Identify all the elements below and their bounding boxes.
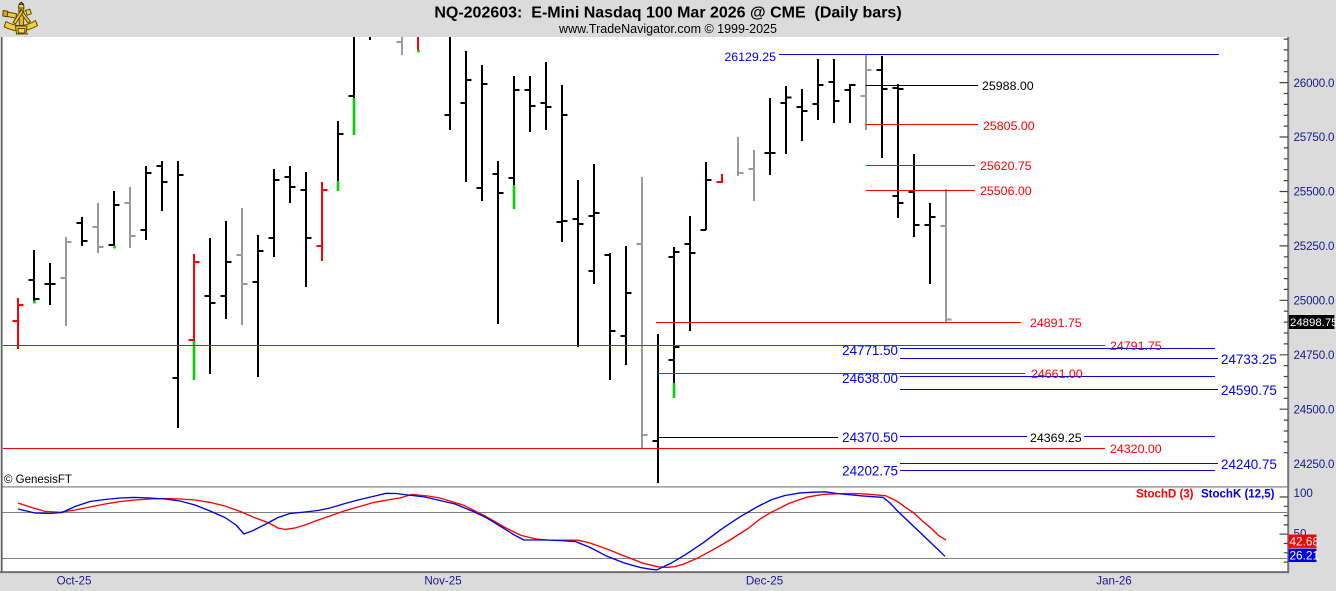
svg-text:24202.75: 24202.75 — [842, 464, 898, 479]
svg-text:24661.00: 24661.00 — [1031, 367, 1083, 381]
svg-text:24898.75: 24898.75 — [1290, 317, 1336, 329]
svg-text:24638.00: 24638.00 — [842, 371, 898, 386]
svg-text:25250.0: 25250.0 — [1294, 240, 1335, 253]
svg-text:25805.00: 25805.00 — [983, 119, 1035, 133]
svg-text:100: 100 — [1294, 487, 1313, 500]
svg-text:24750.0: 24750.0 — [1294, 349, 1335, 362]
svg-text:25988.00: 25988.00 — [982, 79, 1034, 93]
svg-text:StochD (3): StochD (3) — [1136, 489, 1194, 501]
svg-text:24500.0: 24500.0 — [1294, 403, 1335, 416]
svg-text:24320.00: 24320.00 — [1110, 442, 1162, 456]
svg-text:Oct-25: Oct-25 — [57, 575, 92, 588]
svg-text:25506.00: 25506.00 — [980, 184, 1032, 198]
svg-text:25620.75: 25620.75 — [980, 159, 1032, 173]
svg-text:25500.0: 25500.0 — [1294, 186, 1335, 199]
svg-text:24240.75: 24240.75 — [1221, 457, 1277, 472]
svg-text:25000.0: 25000.0 — [1294, 295, 1335, 308]
svg-text:24370.50: 24370.50 — [842, 430, 898, 445]
svg-text:Nov-25: Nov-25 — [424, 575, 461, 588]
svg-text:NQ-202603: E-Mini Nasdaq 100: NQ-202603: E-Mini Nasdaq 100 Mar 2026 @ … — [434, 5, 901, 22]
svg-text:26129.25: 26129.25 — [724, 50, 776, 64]
svg-text:26.21: 26.21 — [1290, 548, 1320, 562]
svg-text:© GenesisFT: © GenesisFT — [4, 474, 72, 486]
svg-text:24791.75: 24791.75 — [1110, 339, 1162, 353]
svg-text:24369.25: 24369.25 — [1030, 431, 1082, 445]
svg-text:24891.75: 24891.75 — [1030, 316, 1082, 330]
svg-text:24250.0: 24250.0 — [1294, 458, 1335, 471]
svg-text:www.TradeNavigator.com © 1999-: www.TradeNavigator.com © 1999-2025 — [558, 22, 777, 36]
svg-text:24733.25: 24733.25 — [1221, 352, 1277, 367]
svg-text:26000.0: 26000.0 — [1294, 77, 1335, 90]
svg-text:Dec-25: Dec-25 — [746, 575, 783, 588]
svg-text:Jan-26: Jan-26 — [1096, 575, 1131, 588]
svg-text:24771.50: 24771.50 — [842, 343, 898, 358]
svg-text:25750.0: 25750.0 — [1294, 131, 1335, 144]
svg-text:StochK (12,5): StochK (12,5) — [1201, 489, 1275, 501]
svg-text:42.68: 42.68 — [1290, 534, 1320, 548]
svg-text:24590.75: 24590.75 — [1221, 383, 1277, 398]
